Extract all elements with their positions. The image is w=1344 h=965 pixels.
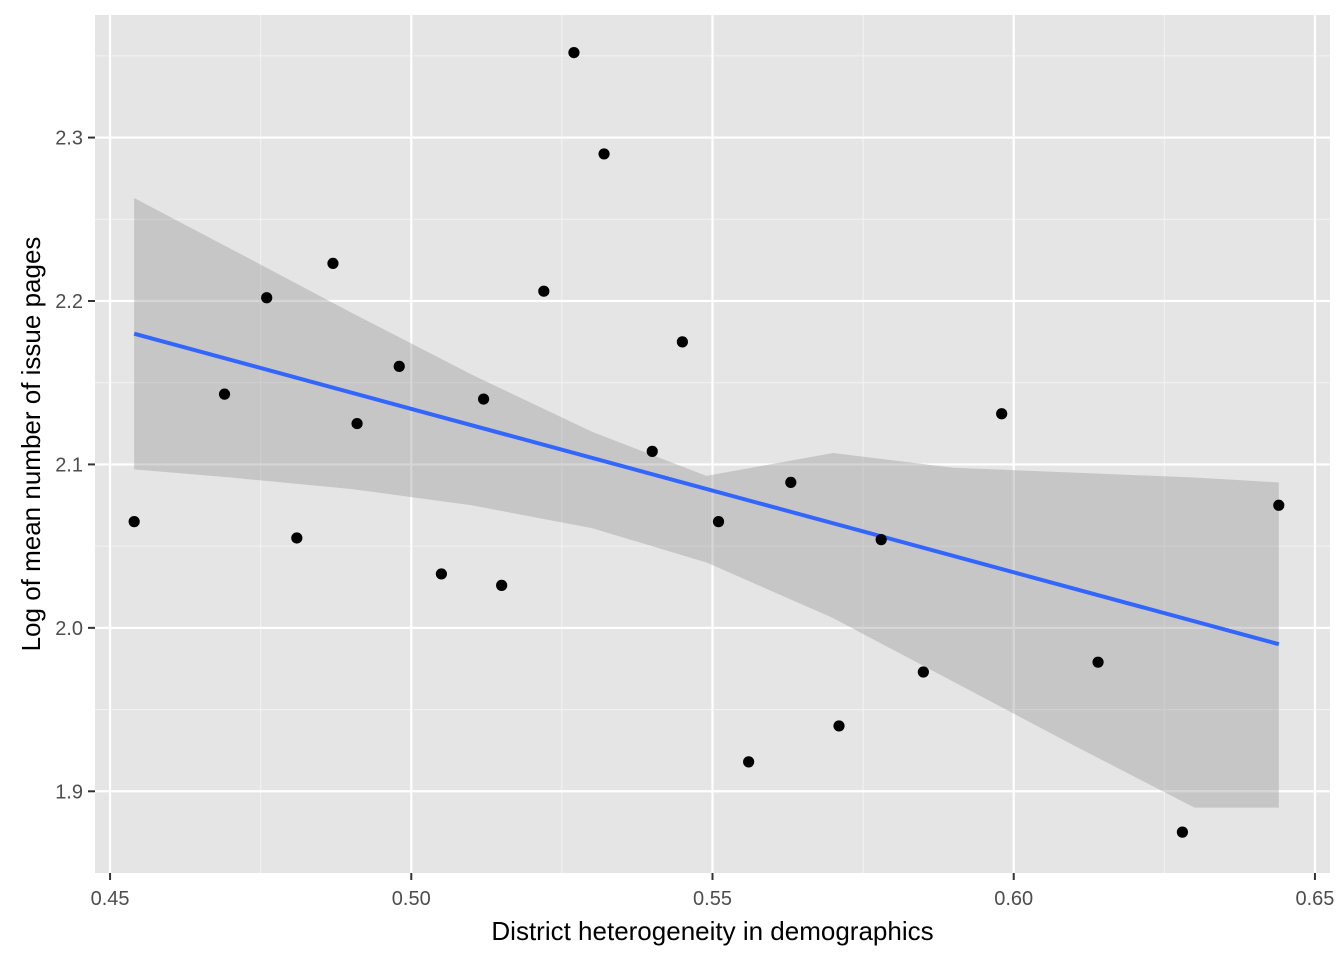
data-point — [291, 532, 303, 544]
confidence-band — [134, 198, 1279, 808]
data-point — [598, 148, 610, 160]
data-point — [1092, 656, 1104, 668]
regression-line — [133, 331, 1280, 647]
data-point — [477, 393, 490, 405]
x-axis-ticks: 0.45 0.50 0.55 0.60 0.65 — [91, 873, 1334, 910]
confidence-band-layer — [134, 198, 1279, 808]
data-point — [351, 417, 363, 430]
data-points — [128, 46, 1285, 838]
x-axis-title: District heterogeneity in demographics — [491, 916, 933, 946]
data-point — [327, 257, 339, 270]
x-tick-label: 0.55 — [693, 888, 732, 910]
x-tick-label: 0.65 — [1295, 888, 1334, 910]
data-point — [568, 46, 580, 59]
data-point — [1176, 826, 1189, 838]
data-point — [646, 445, 658, 457]
data-point — [875, 534, 887, 546]
y-tick-label: 2.2 — [55, 291, 83, 313]
data-point — [128, 516, 140, 528]
x-tick-label: 0.50 — [392, 888, 431, 910]
data-point — [538, 285, 550, 297]
y-axis-ticks: 1.9 2.0 2.1 2.2 2.3 — [55, 128, 95, 803]
data-point — [676, 336, 688, 348]
x-tick-label: 0.45 — [91, 888, 130, 910]
fit-line-layer — [133, 331, 1280, 647]
data-point — [712, 516, 725, 528]
x-tick-label: 0.60 — [994, 888, 1033, 910]
data-point — [996, 408, 1008, 420]
major-gridlines — [95, 15, 1330, 873]
y-tick-label: 2.1 — [55, 454, 83, 476]
data-point — [1273, 499, 1285, 511]
data-point — [833, 720, 845, 732]
data-point — [435, 568, 448, 580]
data-point — [496, 579, 508, 591]
y-axis-title: Log of mean number of issue pages — [16, 237, 46, 652]
y-tick-label: 2.3 — [55, 128, 83, 150]
data-point — [393, 360, 405, 372]
data-point — [917, 666, 929, 678]
y-tick-label: 1.9 — [55, 781, 83, 803]
data-point — [785, 476, 797, 489]
y-tick-label: 2.0 — [55, 618, 83, 640]
data-point — [743, 756, 755, 768]
data-point — [218, 388, 231, 400]
data-point — [261, 292, 273, 304]
